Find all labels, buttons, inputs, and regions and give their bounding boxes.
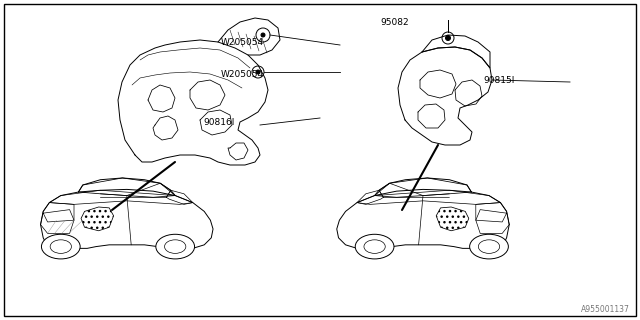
Circle shape	[261, 33, 265, 37]
Ellipse shape	[470, 234, 508, 259]
Text: 90816I: 90816I	[204, 117, 235, 126]
Ellipse shape	[42, 234, 80, 259]
Text: A955001137: A955001137	[581, 305, 630, 314]
Text: W205054: W205054	[221, 69, 264, 78]
Text: 95082: 95082	[381, 18, 410, 27]
Text: W205054: W205054	[221, 37, 264, 46]
Circle shape	[256, 70, 260, 74]
Ellipse shape	[355, 234, 394, 259]
Circle shape	[445, 36, 451, 41]
Ellipse shape	[156, 234, 195, 259]
Text: 90815I: 90815I	[483, 76, 515, 84]
